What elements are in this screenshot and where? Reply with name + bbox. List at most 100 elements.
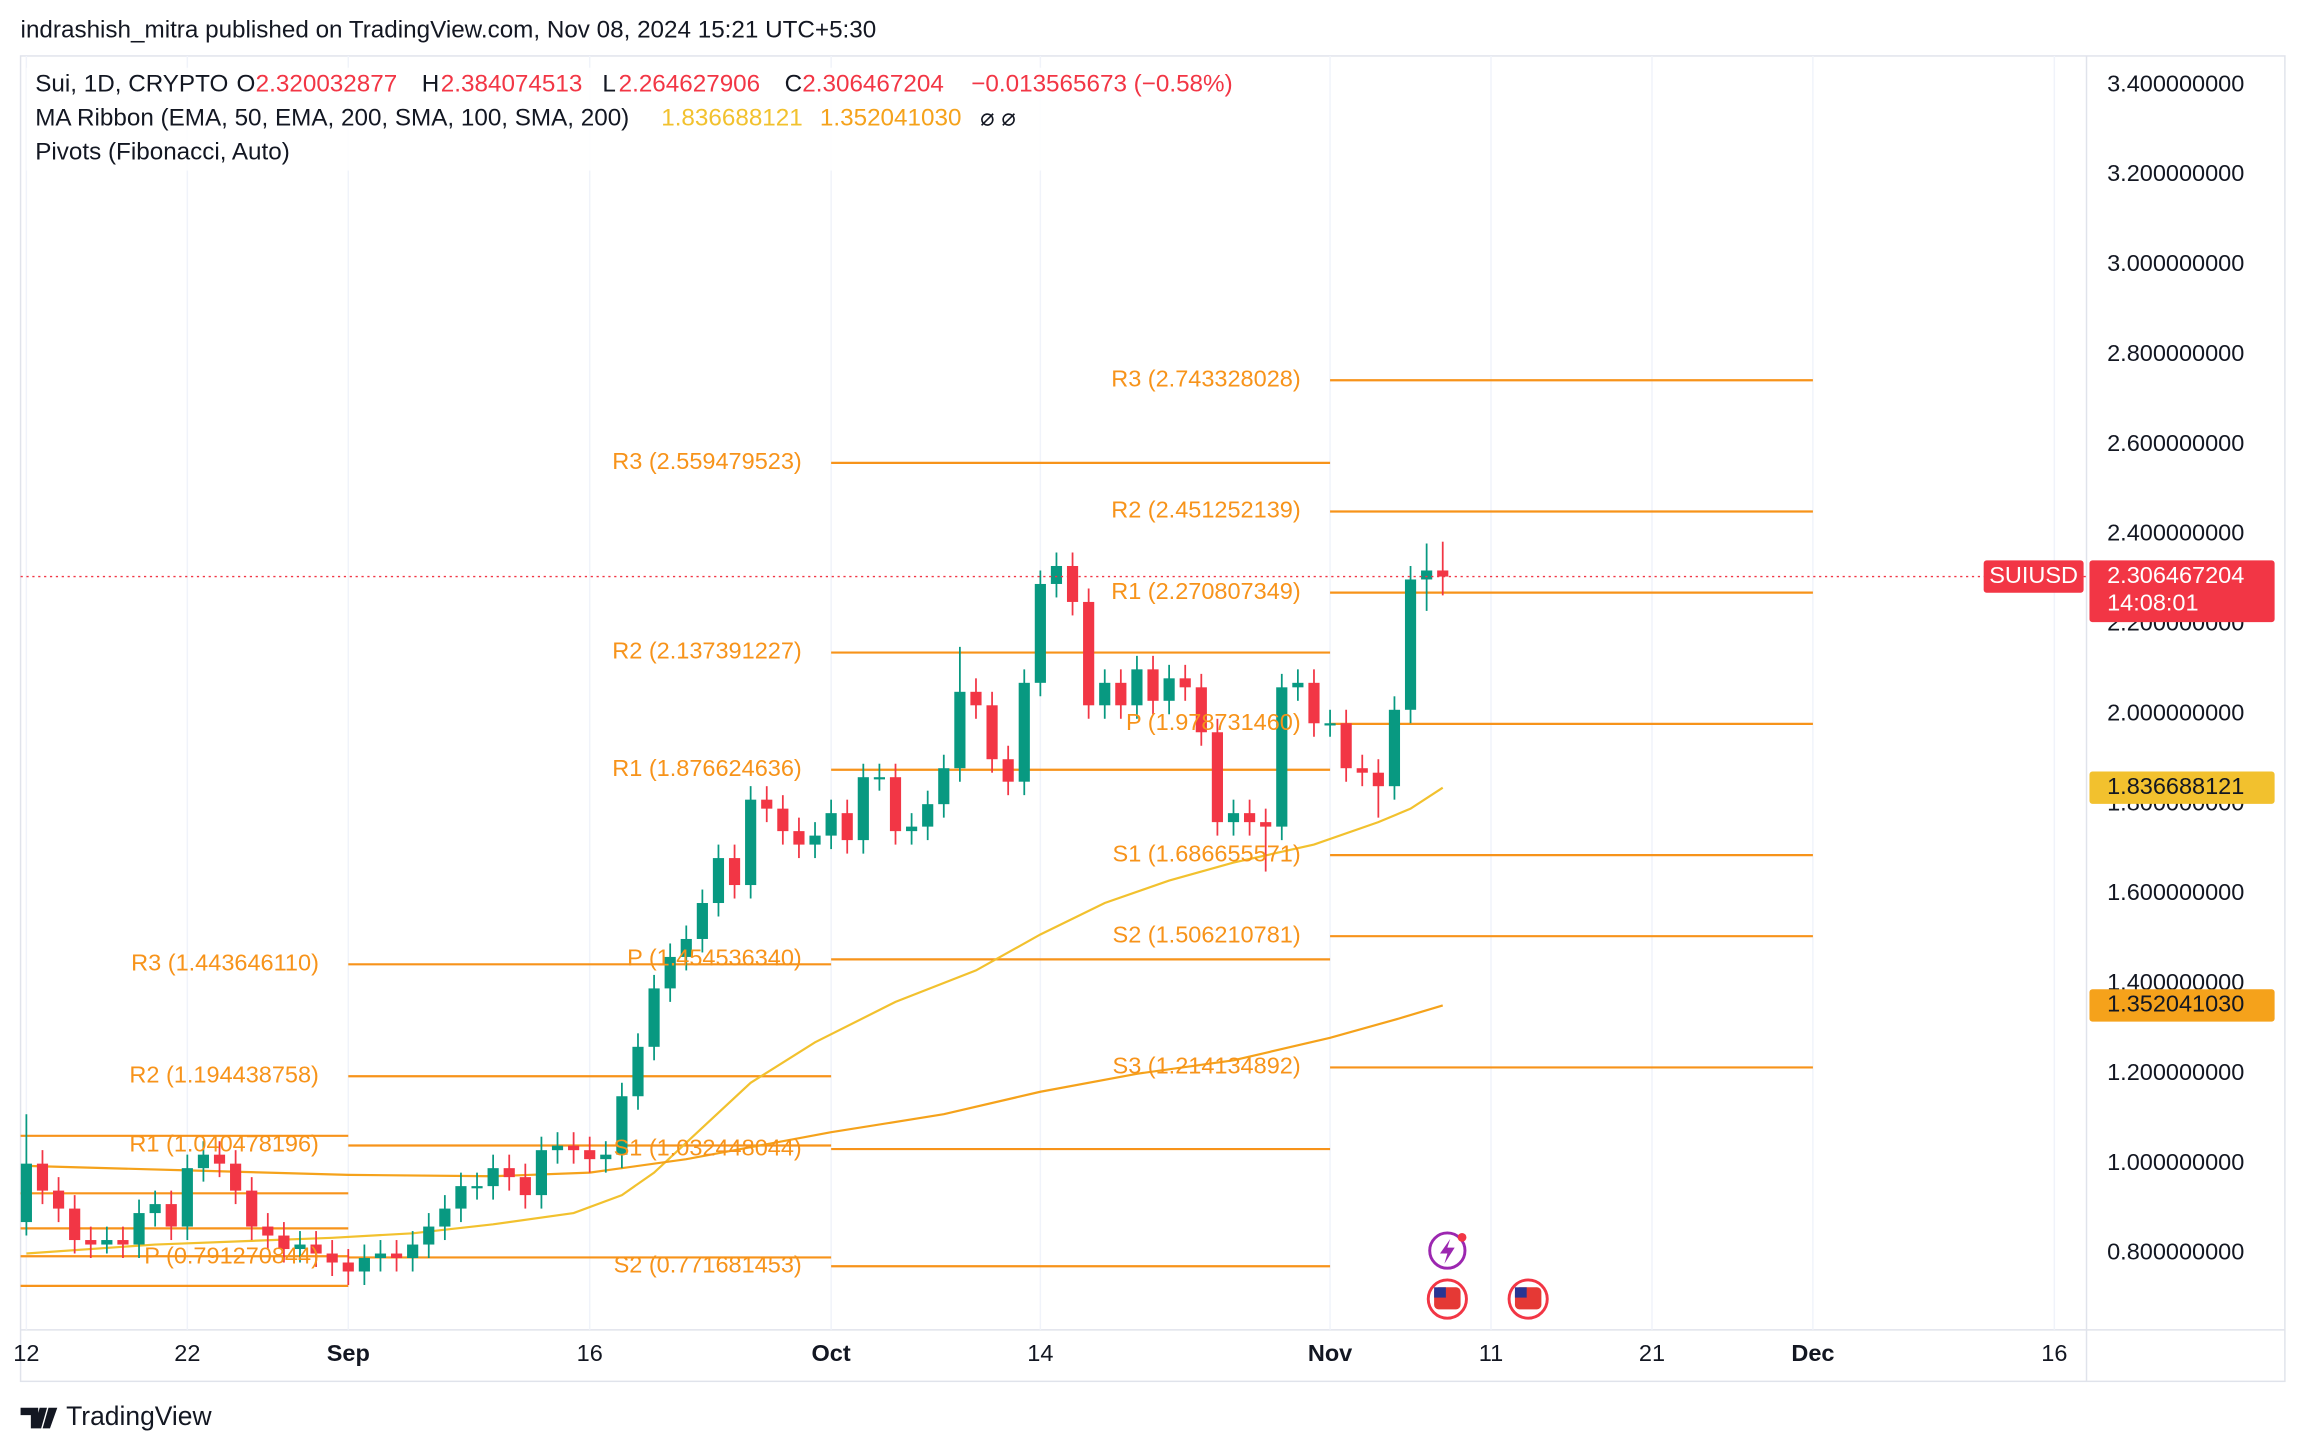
ticker: SUIUSD bbox=[1989, 562, 2078, 588]
ohlc-value: 2.264627906 bbox=[619, 71, 761, 98]
legend: Sui, 1D, CRYPTO O 2.320032877 H 2.384074… bbox=[26, 67, 1261, 171]
candle-body bbox=[294, 1244, 306, 1250]
candle-body bbox=[970, 691, 982, 706]
pivot-label: R1 (1.040478196) bbox=[129, 1131, 318, 1157]
candle-body bbox=[310, 1244, 322, 1254]
candle-body bbox=[761, 799, 773, 809]
y-tick-label: 2.800000000 bbox=[2107, 340, 2244, 366]
pivot-label: R3 (2.559479523) bbox=[612, 448, 801, 474]
pivot-label: S2 (1.506210781) bbox=[1113, 921, 1301, 947]
candle-body bbox=[213, 1154, 226, 1164]
ma-value: 1.836688121 bbox=[661, 105, 803, 132]
ma-ribbon bbox=[26, 786, 1444, 1255]
candle-body bbox=[1147, 669, 1159, 701]
candle-body bbox=[1292, 682, 1304, 688]
x-tick-label: 16 bbox=[577, 1340, 603, 1366]
candle-body bbox=[487, 1168, 499, 1187]
ma-tag-value: 1.836688121 bbox=[2107, 773, 2244, 799]
candles bbox=[20, 541, 1449, 1285]
candle-body bbox=[165, 1204, 177, 1227]
logo bbox=[20, 1407, 58, 1429]
pivot-label: R3 (2.743328028) bbox=[1111, 365, 1300, 391]
candle-body bbox=[455, 1186, 467, 1209]
candle-body bbox=[1195, 687, 1207, 733]
candle-body bbox=[1260, 822, 1272, 827]
pivot-label: P (1.978731460) bbox=[1126, 709, 1301, 735]
ticker-tag bbox=[1983, 560, 2084, 593]
pivot-label: P (1.454536340) bbox=[627, 945, 802, 971]
candle-body bbox=[922, 804, 934, 827]
candle-body bbox=[600, 1154, 612, 1160]
candle-body bbox=[841, 813, 853, 841]
candle-body bbox=[1308, 682, 1320, 724]
candle-body bbox=[954, 691, 966, 769]
candle-body bbox=[358, 1258, 370, 1272]
candle-body bbox=[1404, 579, 1417, 710]
candle-body bbox=[809, 835, 821, 845]
candle-body bbox=[36, 1163, 49, 1191]
candle-body bbox=[568, 1145, 580, 1151]
pivot-label: P (0.791270844) bbox=[144, 1243, 319, 1269]
candle-body bbox=[519, 1177, 531, 1196]
candle-body bbox=[1372, 772, 1384, 787]
candle-body bbox=[616, 1096, 628, 1155]
ohlc-key: C bbox=[785, 71, 803, 98]
change: −0.013565673 (−0.58%) bbox=[971, 71, 1232, 98]
pivot-label: R2 (2.451252139) bbox=[1111, 497, 1300, 523]
candle-body bbox=[230, 1163, 242, 1191]
candle-body bbox=[696, 903, 708, 939]
candle-body bbox=[1115, 682, 1127, 706]
candle-body bbox=[777, 808, 789, 832]
candle-body bbox=[535, 1150, 548, 1196]
pivots-legend: Pivots (Fibonacci, Auto) bbox=[35, 138, 290, 165]
candle-body bbox=[873, 777, 885, 780]
candle-body bbox=[133, 1213, 145, 1245]
candle-body bbox=[938, 768, 950, 805]
y-tick-label: 1.600000000 bbox=[2107, 879, 2244, 905]
candle-body bbox=[1179, 678, 1191, 688]
y-tick-label: 3.400000000 bbox=[2107, 70, 2244, 96]
candle-body bbox=[1227, 813, 1240, 823]
y-tick-label: 2.400000000 bbox=[2107, 520, 2244, 546]
candle-body bbox=[1356, 768, 1368, 773]
grid bbox=[25, 55, 2056, 1330]
y-tick-label: 2.600000000 bbox=[2107, 430, 2244, 456]
pivot-label: S2 (0.771681453) bbox=[614, 1251, 802, 1277]
candle-body bbox=[664, 956, 676, 989]
candle-body bbox=[825, 813, 837, 836]
candle-body bbox=[1034, 583, 1046, 683]
y-tick-label: 1.200000000 bbox=[2107, 1059, 2244, 1085]
candle-body bbox=[1276, 687, 1288, 827]
candle-body bbox=[857, 777, 869, 841]
candle-body bbox=[197, 1154, 210, 1169]
candle-body bbox=[584, 1150, 596, 1160]
ma-tag bbox=[2089, 771, 2275, 804]
candle-body bbox=[632, 1046, 644, 1097]
candle-body bbox=[680, 938, 692, 957]
event-dot bbox=[1457, 1232, 1467, 1242]
candle-body bbox=[889, 777, 902, 832]
candle-body bbox=[262, 1226, 274, 1236]
candle-body bbox=[906, 826, 918, 832]
candle-body bbox=[439, 1208, 451, 1227]
pivot-label: S1 (1.032448044) bbox=[614, 1134, 802, 1160]
ma-line bbox=[26, 786, 1444, 1255]
pivots bbox=[20, 379, 1813, 1287]
pivot-label: R2 (1.194438758) bbox=[129, 1061, 318, 1087]
candle-body bbox=[712, 858, 725, 904]
candle-body bbox=[986, 705, 998, 760]
candle-body bbox=[1324, 723, 1336, 726]
candle-body bbox=[1050, 565, 1063, 584]
pivot-label: R1 (2.270807349) bbox=[1111, 578, 1300, 604]
ohlc-key: L bbox=[602, 71, 615, 98]
candle-body bbox=[793, 831, 805, 845]
flag-canton bbox=[1434, 1287, 1446, 1298]
ohlc-value: 2.320032877 bbox=[256, 71, 398, 98]
ma-na: ⌀ ⌀ bbox=[980, 105, 1016, 132]
countdown: 14:08:01 bbox=[2107, 590, 2198, 616]
x-tick-label: Nov bbox=[1308, 1340, 1352, 1366]
candle-body bbox=[1437, 570, 1449, 577]
candle-body bbox=[648, 988, 660, 1047]
candle-body bbox=[69, 1208, 81, 1241]
